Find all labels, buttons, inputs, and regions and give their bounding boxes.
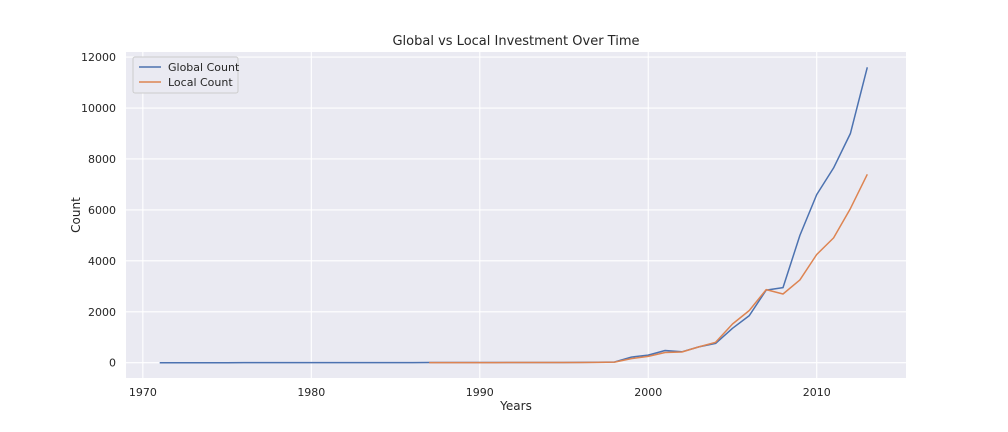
y-tick-label: 2000: [88, 306, 116, 319]
x-tick-label: 2010: [803, 386, 831, 399]
y-tick-label: 6000: [88, 204, 116, 217]
y-tick-labels: 0 2000 4000 6000 8000 10000 12000: [81, 51, 116, 370]
x-tick-label: 1980: [297, 386, 325, 399]
series-line: [429, 173, 868, 364]
y-tick-label: 4000: [88, 255, 116, 268]
x-tick-label: 1990: [466, 386, 494, 399]
x-tick-labels: 1970 1980 1990 2000 2010: [129, 386, 831, 399]
y-tick-label: 12000: [81, 51, 116, 64]
series-lines: [159, 67, 869, 364]
y-tick-label: 10000: [81, 102, 116, 115]
plot-area: [126, 52, 906, 378]
x-tick-label: 2000: [634, 386, 662, 399]
legend-entry: Local Count: [168, 76, 233, 89]
x-axis-label: Years: [499, 399, 532, 413]
x-tick-label: 1970: [129, 386, 157, 399]
chart-title: Global vs Local Investment Over Time: [392, 34, 639, 49]
y-tick-label: 0: [109, 357, 116, 370]
legend-box: [132, 56, 239, 94]
y-axis-label: Count: [69, 197, 83, 233]
legend: Global Count Local Count: [132, 56, 240, 94]
y-tick-label: 8000: [88, 153, 116, 166]
legend-entry: Global Count: [168, 61, 240, 74]
